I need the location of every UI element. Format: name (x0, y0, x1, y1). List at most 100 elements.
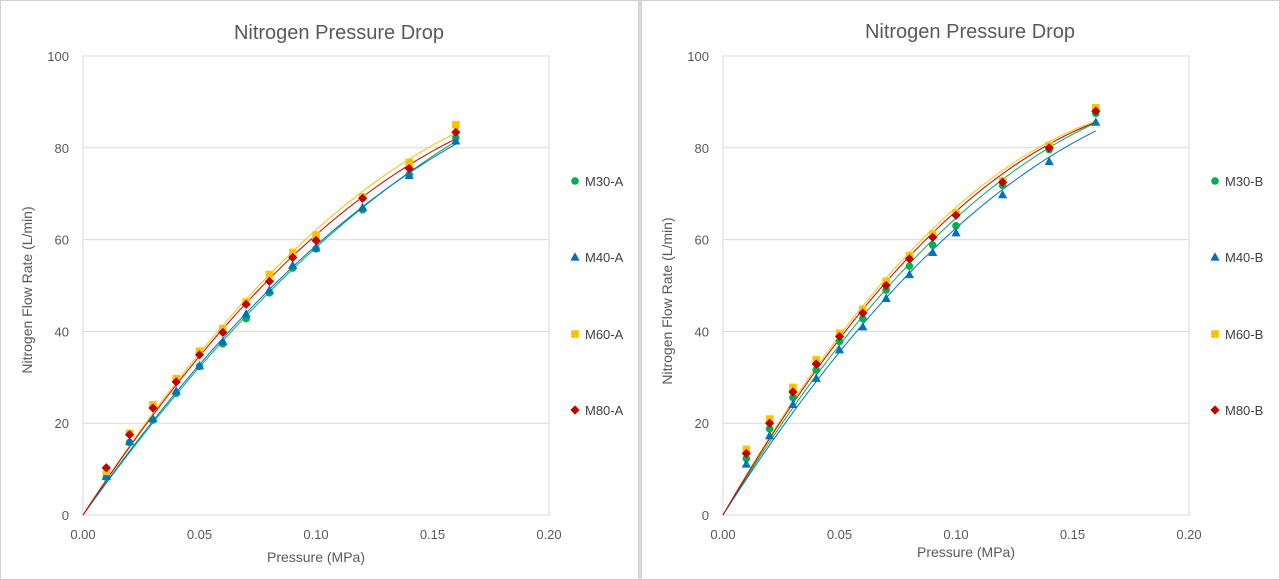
data-point (451, 136, 461, 145)
trendline-m80-b (722, 121, 1096, 516)
data-point (904, 269, 914, 279)
data-point (358, 202, 368, 212)
data-point (812, 366, 820, 374)
data-point (998, 177, 1008, 187)
legend-marker (570, 252, 580, 261)
legend-marker (1211, 330, 1219, 338)
data-point (171, 377, 181, 387)
data-point (311, 235, 321, 246)
y-tick-label: 20 (695, 416, 709, 431)
data-point (288, 260, 298, 269)
data-point (264, 276, 274, 286)
data-point (171, 386, 181, 395)
chart-title: Nitrogen Pressure Drop (234, 22, 444, 44)
legend-label: M40-B (1225, 250, 1263, 265)
data-point (1091, 106, 1101, 116)
legend-label: M30-A (585, 174, 624, 189)
plot-border (82, 55, 550, 516)
data-point (788, 399, 798, 408)
data-point (859, 314, 867, 323)
data-point (311, 243, 321, 252)
data-point (264, 285, 274, 294)
y-tick-label: 100 (687, 49, 709, 64)
x-tick-label: 0.10 (943, 527, 968, 542)
chart-title: Nitrogen Pressure Drop (865, 21, 1075, 43)
y-tick-label: 80 (55, 141, 69, 156)
legend-marker (571, 330, 579, 338)
plot-area: 0 20 40 60 80 100 0.00 0.05 0.10 0.15 0.20 M30-B M40… (687, 49, 1263, 542)
data-point (928, 232, 938, 242)
x-tick-label: 0.15 (1060, 527, 1085, 542)
y-tick-label: 60 (55, 233, 69, 248)
y-tick-label: 20 (55, 416, 69, 431)
data-point (194, 361, 205, 370)
data-point (765, 430, 775, 440)
data-point (905, 262, 914, 271)
data-point (405, 158, 413, 167)
data-point (218, 336, 228, 346)
legend-label: M40-A (585, 250, 624, 265)
data-point (101, 463, 111, 473)
data-point (858, 322, 868, 331)
data-point (312, 231, 320, 239)
data-point (218, 327, 228, 337)
data-point (101, 471, 111, 481)
data-point (951, 210, 961, 220)
legend-marker (570, 405, 580, 415)
data-point (789, 393, 797, 402)
x-tick-label: 0.00 (70, 527, 95, 542)
data-point (288, 252, 298, 263)
data-point (1091, 117, 1101, 126)
y-axis-label: Nitrogen Flow Rate (L/min) (19, 206, 35, 373)
data-point (904, 254, 914, 264)
legend-marker (1210, 405, 1220, 415)
chart-panel-a: Nitrogen Pressure Drop Pressure (MPa) Ni… (0, 0, 639, 580)
data-point (952, 222, 960, 230)
data-point (835, 337, 844, 346)
legend-marker (1211, 177, 1219, 185)
y-tick-label: 40 (695, 324, 709, 339)
data-point (265, 270, 274, 279)
data-point (404, 170, 414, 179)
trendline-m30-b (722, 122, 1097, 516)
plot-border (722, 55, 1190, 516)
x-tick-label: 0.15 (420, 527, 445, 542)
data-point (125, 436, 135, 446)
data-point (741, 459, 751, 468)
data-point (288, 248, 297, 257)
data-point (452, 121, 460, 129)
trendline-m80-a (82, 138, 457, 516)
legend-label: M60-A (585, 327, 624, 342)
x-tick-label: 0.20 (1176, 527, 1201, 542)
data-point (148, 403, 158, 413)
trendline-m40-b (722, 130, 1097, 516)
x-tick-label: 0.05 (187, 527, 212, 542)
legend-label: M80-A (585, 403, 624, 418)
data-point (951, 227, 961, 237)
trendline-m40-a (82, 143, 457, 516)
data-point (1044, 143, 1054, 153)
data-point (125, 430, 135, 440)
data-point (811, 373, 821, 382)
data-point (451, 127, 461, 137)
trendline-m30-a (82, 141, 457, 516)
data-point (742, 454, 751, 463)
trendline-m60-b (722, 120, 1096, 516)
x-axis-label: Pressure (MPa) (917, 544, 1015, 560)
chart-b: Nitrogen Pressure Drop Pressure (MPa) Ni… (659, 21, 1263, 560)
legend-marker (571, 177, 579, 185)
legend-marker (1210, 252, 1220, 261)
data-point (928, 241, 937, 249)
data-point (834, 344, 845, 354)
chart-panel-b: Nitrogen Pressure Drop Pressure (MPa) Ni… (641, 0, 1280, 580)
plot-area: 0 20 40 60 80 100 0.00 0.05 0.10 0.15 0.20 M30-A M40… (47, 49, 623, 542)
data-point (241, 309, 251, 318)
trendline-m60-a (82, 132, 457, 516)
x-tick-label: 0.05 (827, 527, 852, 542)
data-point (834, 331, 845, 342)
data-point (358, 193, 368, 203)
x-tick-label: 0.00 (710, 527, 735, 542)
y-tick-label: 60 (695, 233, 709, 248)
data-point (928, 247, 938, 257)
x-axis-label: Pressure (MPa) (267, 549, 365, 565)
